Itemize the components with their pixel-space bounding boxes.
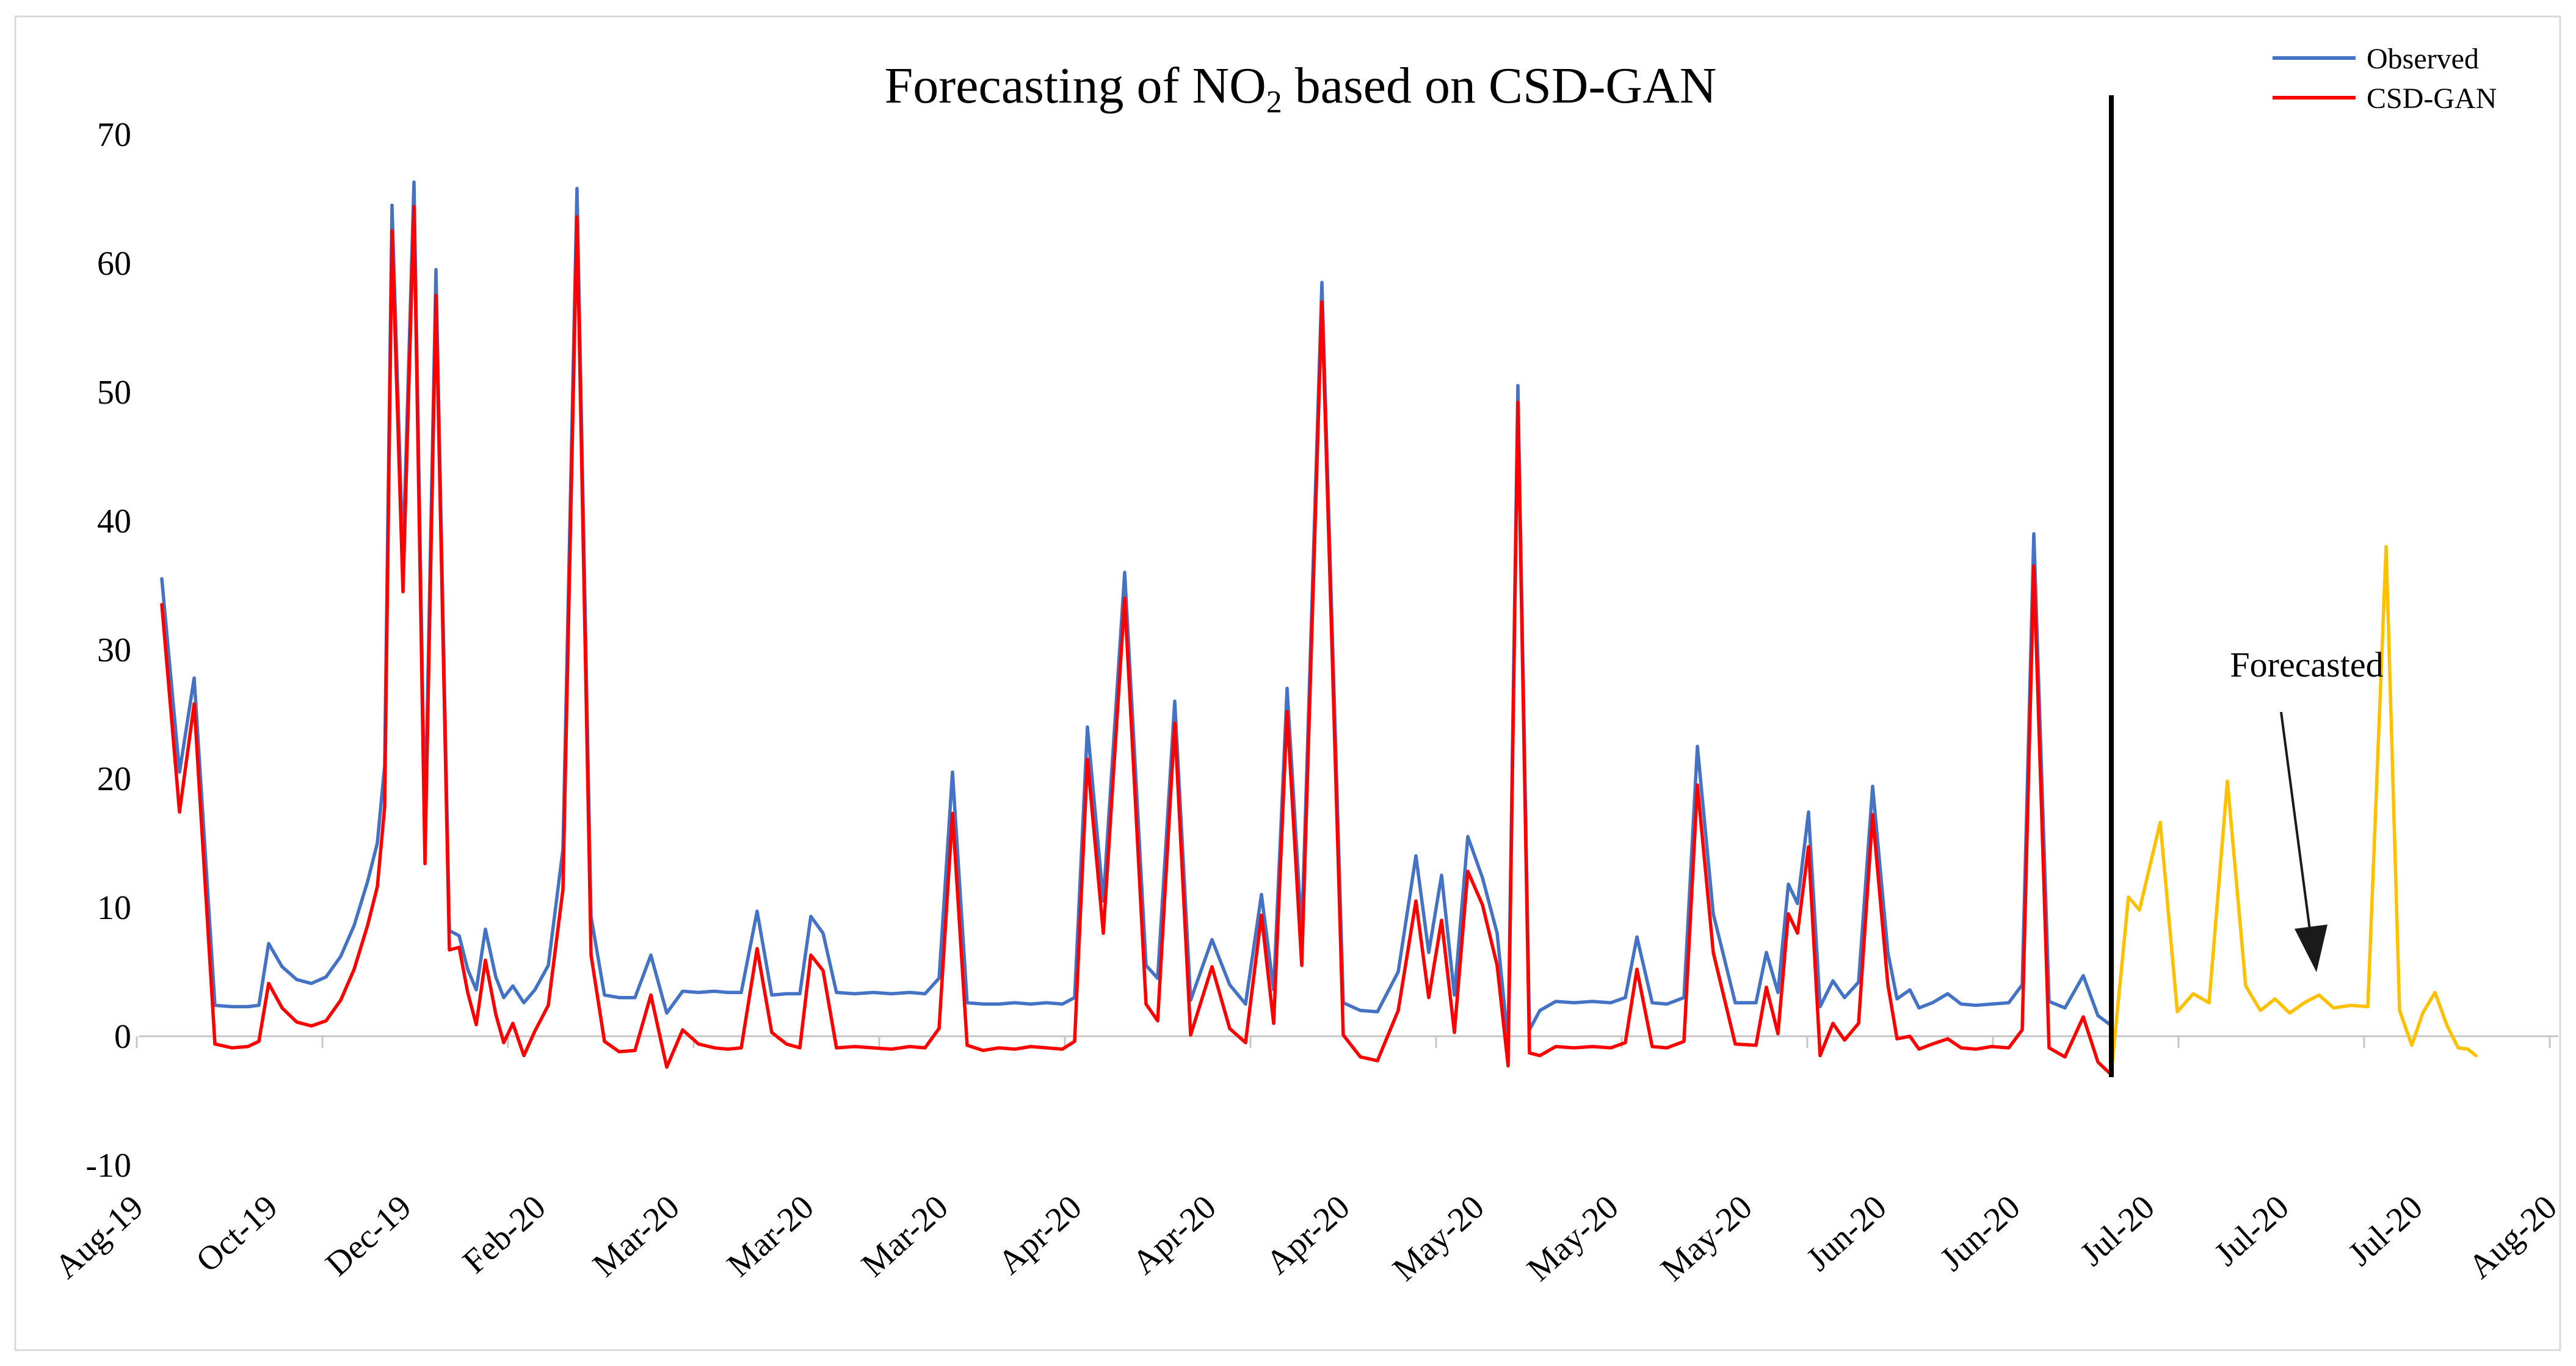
x-axis-label: Jul-20 xyxy=(2207,1188,2296,1274)
x-axis-label: Jun-20 xyxy=(1933,1188,2028,1279)
legend-label-observed: Observed xyxy=(2367,43,2479,75)
y-axis-label: -10 xyxy=(85,1147,131,1185)
forecast-annotation-label: Forecasted xyxy=(2230,645,2383,685)
x-axis-label: May-20 xyxy=(1385,1188,1491,1289)
x-axis-label: May-20 xyxy=(1520,1188,1625,1289)
x-axis-label: Mar-20 xyxy=(720,1188,821,1285)
y-axis-label: 20 xyxy=(97,760,131,798)
chart-title: Forecasting of NO2 based on CSD-GAN xyxy=(885,57,1717,120)
legend-label-csd-gan: CSD-GAN xyxy=(2367,82,2497,115)
y-axis-label: 50 xyxy=(97,374,131,412)
forecast-arrowhead-icon xyxy=(2295,925,2327,972)
x-axis-label: Jul-20 xyxy=(2341,1188,2430,1274)
csd-gan-line xyxy=(160,205,2112,1075)
forecast-line xyxy=(2110,545,2478,1074)
observed-line xyxy=(160,180,2112,1045)
y-axis-label: 60 xyxy=(97,245,131,283)
legend-item-csd-gan[interactable]: CSD-GAN xyxy=(2273,82,2497,115)
figure-border xyxy=(14,15,2561,1351)
x-axis-label: Oct-19 xyxy=(189,1188,285,1280)
x-axis-label: Apr-20 xyxy=(991,1188,1089,1282)
x-axis-label: Apr-20 xyxy=(1125,1188,1224,1282)
x-axis-label: Mar-20 xyxy=(854,1188,955,1285)
x-axis-label: May-20 xyxy=(1653,1188,1759,1289)
x-axis-label: Mar-20 xyxy=(586,1188,686,1285)
chart-title-main: Forecasting of NO xyxy=(885,57,1266,114)
chart-title-subscript: 2 xyxy=(1266,85,1282,120)
legend-item-observed[interactable]: Observed xyxy=(2273,43,2479,75)
x-axis-label: Aug-19 xyxy=(48,1188,151,1287)
y-axis-label: 0 xyxy=(114,1018,131,1056)
x-axis-label: Dec-19 xyxy=(319,1188,419,1284)
x-axis-label: Jun-20 xyxy=(1799,1188,1894,1279)
y-axis-label: 70 xyxy=(97,116,131,154)
chart-title-rest: based on CSD-GAN xyxy=(1282,57,1717,114)
y-axis-label: 10 xyxy=(97,889,131,927)
legend: Observed CSD-GAN xyxy=(2273,43,2497,115)
x-axis-label: Apr-20 xyxy=(1259,1188,1357,1282)
x-axis-label: Jul-20 xyxy=(2073,1188,2162,1274)
y-axis-label: 40 xyxy=(97,503,131,540)
y-axis-label: 30 xyxy=(97,631,131,669)
forecast-annotation: Forecasted xyxy=(2230,645,2384,972)
x-axis-label: Aug-20 xyxy=(2461,1188,2564,1287)
x-axis-label: Feb-20 xyxy=(455,1188,553,1281)
forecast-arrow-line xyxy=(2280,711,2313,944)
